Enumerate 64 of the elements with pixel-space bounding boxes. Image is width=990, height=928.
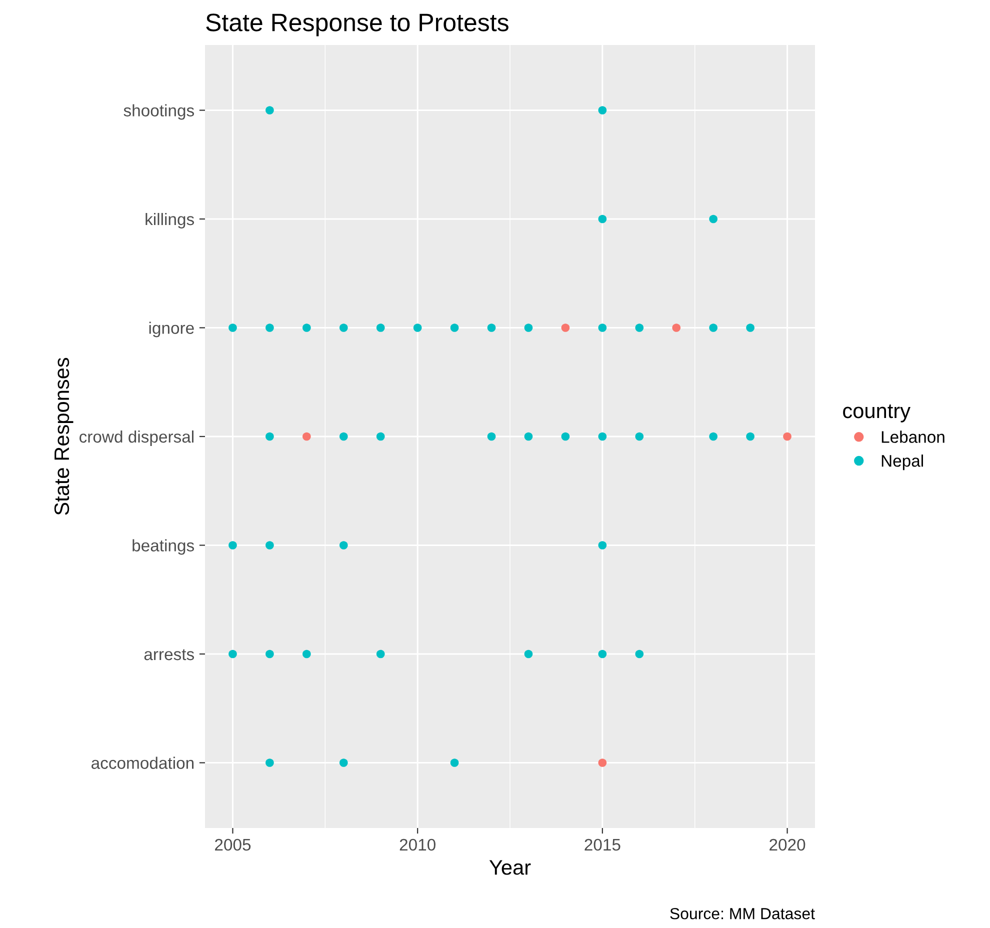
point [302, 650, 311, 658]
point [635, 432, 644, 441]
point [376, 324, 385, 332]
point [598, 650, 607, 658]
point [635, 324, 644, 332]
y-tick-label: crowd dispersal [80, 430, 194, 446]
point [339, 324, 348, 332]
source-note: Source: MM Dataset [670, 908, 815, 920]
point [266, 106, 274, 114]
point [524, 650, 533, 658]
point [302, 432, 311, 441]
point [339, 541, 348, 550]
point [266, 324, 274, 332]
y-tick-label: shootings [124, 104, 194, 120]
x-tick-label: 2015 [584, 838, 620, 851]
point [561, 324, 570, 332]
x-axis-title: Year [489, 860, 531, 875]
legend-title: country [843, 404, 910, 422]
x-tick-label: 2005 [215, 838, 251, 851]
point [228, 650, 237, 658]
point [339, 432, 348, 441]
point [709, 214, 718, 224]
point [302, 324, 311, 332]
legend-label: Nepal [882, 454, 923, 470]
point [228, 324, 237, 332]
point [783, 432, 792, 441]
point [709, 324, 718, 332]
point [524, 432, 533, 441]
y-tick-label: arrests [144, 649, 194, 660]
y-tick-label: accomodation [92, 756, 194, 769]
point [561, 432, 570, 441]
point [746, 324, 754, 332]
legend-label: Lebanon [882, 430, 944, 443]
point [266, 650, 274, 658]
point [450, 324, 459, 332]
point [228, 541, 237, 550]
point [266, 541, 274, 550]
point [598, 758, 607, 767]
point [598, 541, 607, 550]
chart-title: State Response to Protests [206, 14, 508, 36]
point [376, 650, 385, 658]
point [598, 432, 607, 441]
point [487, 324, 496, 332]
x-tick-label: 2010 [400, 838, 436, 851]
point [413, 324, 422, 332]
point [487, 432, 496, 441]
y-tick-label: killings [146, 212, 194, 228]
point [450, 758, 459, 767]
point [672, 324, 681, 332]
point [635, 650, 644, 658]
point [598, 214, 607, 224]
point [598, 324, 607, 332]
x-tick-label: 2020 [770, 838, 806, 851]
point [524, 324, 533, 332]
y-tick-label: ignore [149, 322, 194, 338]
y-tick-label: beatings [132, 539, 194, 555]
point [266, 758, 274, 767]
y-axis-title: State Responses [54, 358, 74, 515]
point [339, 758, 348, 767]
point [709, 432, 718, 441]
point [746, 432, 754, 441]
point [598, 106, 607, 114]
point [266, 432, 274, 441]
point [376, 432, 385, 441]
